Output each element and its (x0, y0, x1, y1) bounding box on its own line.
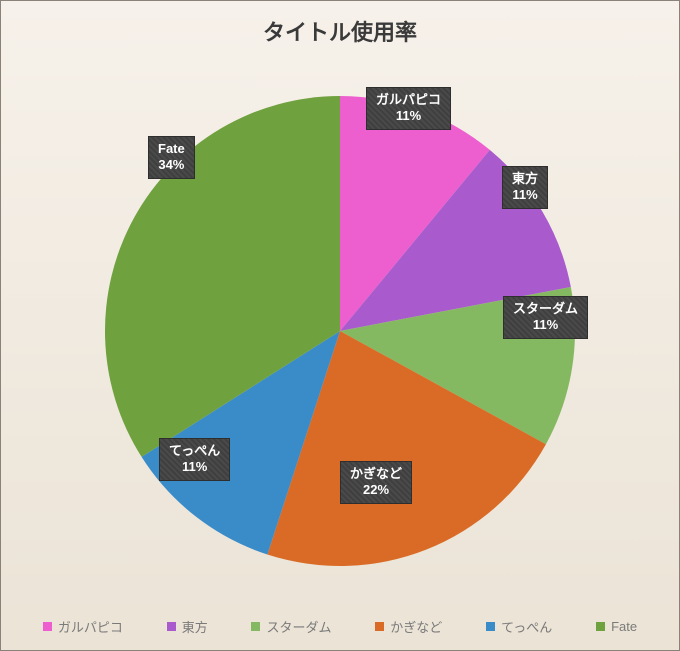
legend-swatch (251, 622, 260, 631)
slice-data-label: かぎなど22% (340, 461, 412, 504)
slice-label-name: Fate (158, 141, 185, 157)
slice-label-percent: 11% (169, 459, 220, 475)
legend-item: スターダム (251, 617, 331, 636)
slice-data-label: スターダム11% (503, 296, 588, 339)
slice-label-percent: 34% (158, 157, 185, 173)
slice-data-label: てっぺん11% (159, 438, 230, 481)
legend-item: Fate (596, 619, 637, 634)
slice-label-name: 東方 (512, 171, 538, 187)
chart-frame: タイトル使用率 ガルパピコ11%東方11%スターダム11%かぎなど22%てっぺん… (0, 0, 680, 651)
legend-swatch (375, 622, 384, 631)
legend-label: てっぺん (501, 617, 552, 636)
legend-label: スターダム (266, 617, 331, 636)
slice-label-percent: 11% (376, 108, 441, 124)
slice-label-percent: 11% (512, 187, 538, 203)
slice-label-name: かぎなど (350, 466, 402, 482)
legend-item: てっぺん (486, 617, 552, 636)
legend-item: 東方 (167, 617, 208, 636)
legend-item: ガルパピコ (43, 617, 123, 636)
legend-label: Fate (611, 619, 637, 634)
slice-data-label: Fate34% (148, 136, 195, 179)
legend-swatch (167, 622, 176, 631)
slice-label-percent: 22% (350, 482, 402, 498)
legend-label: 東方 (182, 617, 208, 636)
legend: ガルパピコ 東方 スターダム かぎなど てっぺん Fate (21, 617, 659, 636)
slice-data-label: ガルパピコ11% (366, 87, 451, 130)
slice-label-name: ガルパピコ (376, 92, 441, 108)
slice-label-name: スターダム (513, 301, 578, 317)
legend-label: ガルパピコ (58, 617, 123, 636)
chart-title: タイトル使用率 (1, 1, 679, 47)
legend-swatch (596, 622, 605, 631)
slice-data-label: 東方11% (502, 166, 548, 209)
legend-label: かぎなど (390, 617, 442, 636)
slice-label-percent: 11% (513, 317, 578, 333)
legend-swatch (43, 622, 52, 631)
slice-label-name: てっぺん (169, 443, 220, 459)
legend-swatch (486, 622, 495, 631)
legend-item: かぎなど (375, 617, 442, 636)
